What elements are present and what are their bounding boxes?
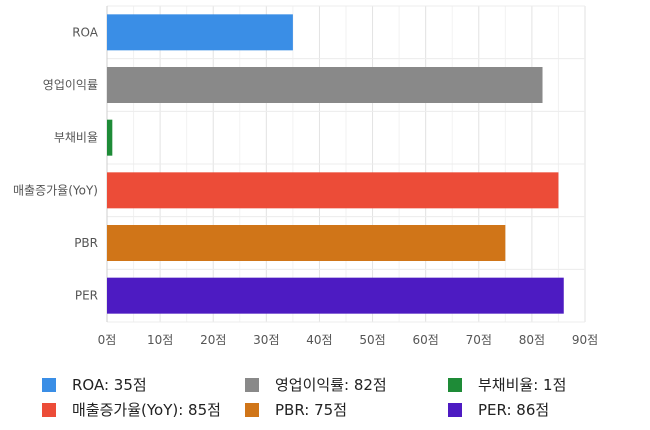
legend-label-roa: ROA: 35점: [72, 376, 147, 394]
legend-label-per: PER: 86점: [478, 401, 550, 419]
y-tick-label: PER: [75, 289, 98, 303]
x-tick-label: 40점: [306, 333, 332, 347]
x-tick-label: 60점: [413, 333, 439, 347]
x-tick-label: 90점: [572, 333, 598, 347]
bar: [107, 277, 564, 314]
legend-swatch-sales-growth: [42, 403, 56, 417]
x-tick-label: 0점: [98, 333, 117, 347]
bar: [107, 14, 293, 51]
legend-label-operating-margin: 영업이익률: 82점: [275, 376, 387, 394]
legend-swatch-per: [448, 403, 462, 417]
legend-swatch-roa: [42, 378, 56, 392]
bar: [107, 67, 543, 103]
legend-label-pbr: PBR: 75점: [275, 401, 348, 419]
y-tick-label: PBR: [74, 236, 98, 250]
bar: [107, 225, 506, 261]
y-tick-label: 매출증가율(YoY): [13, 183, 98, 197]
x-tick-label: 70점: [466, 333, 492, 347]
y-tick-label: 영업이익률: [43, 78, 98, 92]
y-tick-label: ROA: [72, 25, 99, 39]
bar: [107, 119, 113, 156]
legend-swatch-debt-ratio: [448, 378, 462, 392]
legend-swatch-operating-margin: [245, 378, 259, 392]
x-tick-label: 10점: [147, 333, 173, 347]
x-tick-label: 50점: [359, 333, 385, 347]
legend-label-debt-ratio: 부채비율: 1점: [478, 376, 567, 394]
legend-label-sales-growth: 매출증가율(YoY): 85점: [72, 401, 221, 419]
x-tick-label: 20점: [200, 333, 226, 347]
legend-swatch-pbr: [245, 403, 259, 417]
chart-legend: ROA: 35점 영업이익률: 82점 부채비율: 1점 매출증가율(YoY):…: [0, 370, 650, 430]
y-tick-label: 부채비율: [54, 131, 98, 145]
x-tick-label: 30점: [253, 333, 279, 347]
x-tick-label: 80점: [519, 333, 545, 347]
bar: [107, 172, 559, 209]
